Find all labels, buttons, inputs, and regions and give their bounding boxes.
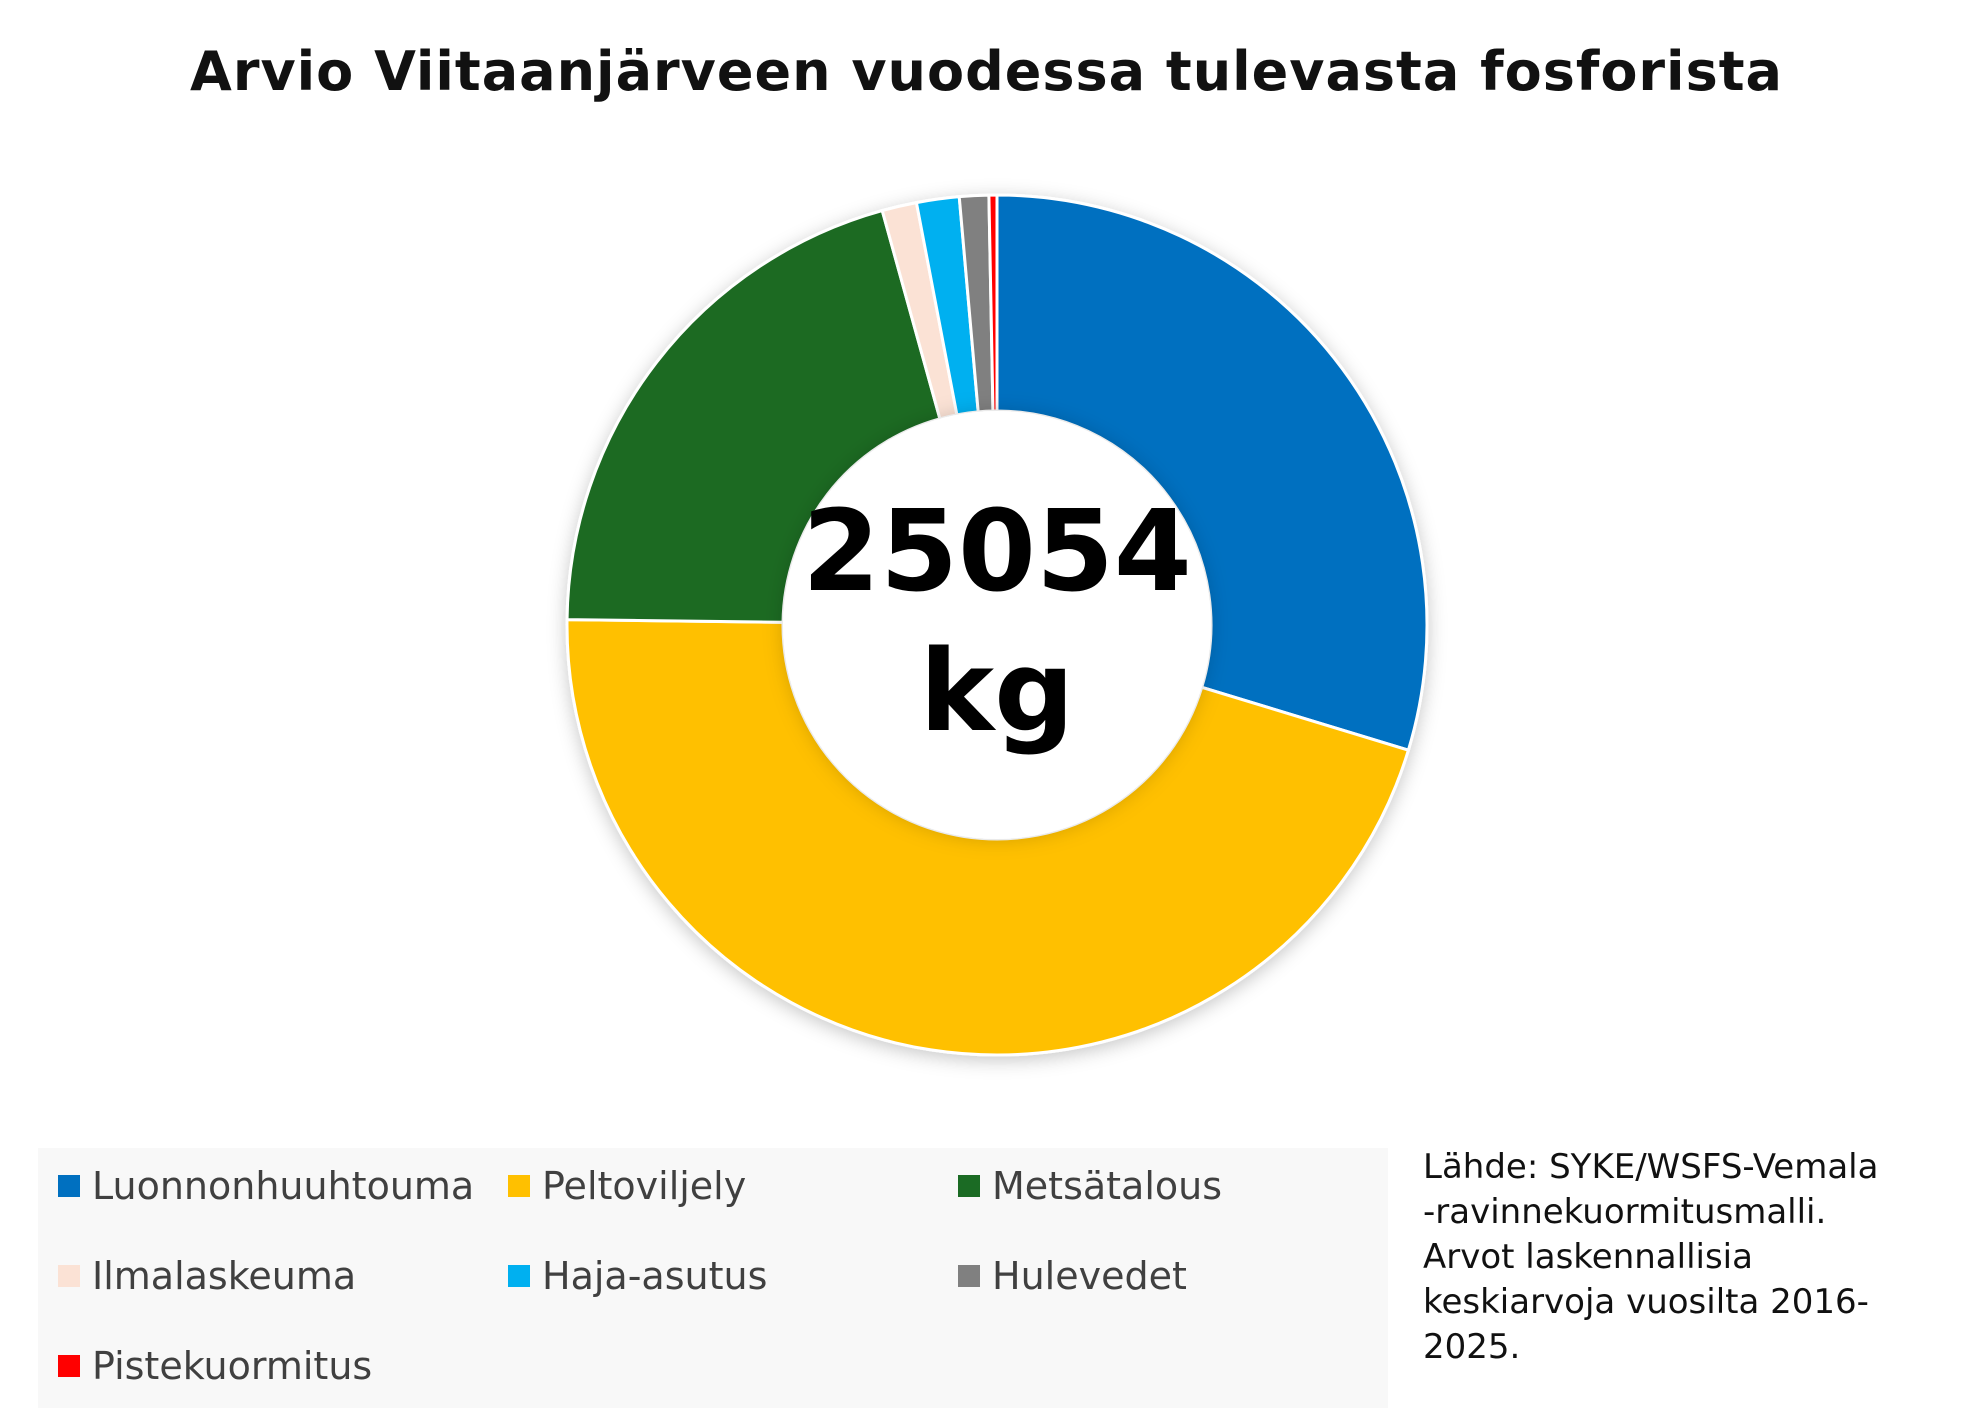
legend-label-haja-asutus: Haja-asutus — [542, 1254, 768, 1298]
legend-item-hulevedet: Hulevedet — [958, 1254, 1187, 1298]
legend-swatch-hulevedet — [958, 1265, 980, 1287]
source-note-line: -ravinnekuormitusmalli. — [1423, 1192, 1827, 1232]
legend: Luonnonhuuhtouma Peltoviljely Metsätalou… — [38, 1148, 1388, 1408]
donut-hole — [783, 411, 1211, 839]
source-note-line: keskiarvoja vuosilta 2016- — [1423, 1282, 1869, 1322]
donut-chart: 25054 kg — [565, 193, 1429, 1057]
legend-label-pistekuormitus: Pistekuormitus — [92, 1344, 373, 1388]
legend-swatch-haja-asutus — [508, 1265, 530, 1287]
legend-swatch-peltoviljely — [508, 1175, 530, 1197]
center-total-value: 25054 — [802, 487, 1192, 617]
legend-label-peltoviljely: Peltoviljely — [542, 1164, 747, 1208]
legend-swatch-ilmalaskeuma — [58, 1265, 80, 1287]
source-note-line: Arvot laskennallisia — [1423, 1237, 1753, 1277]
legend-label-luonnonhuuhtouma: Luonnonhuuhtouma — [92, 1164, 475, 1208]
legend-item-ilmalaskeuma: Ilmalaskeuma — [58, 1254, 356, 1298]
legend-label-ilmalaskeuma: Ilmalaskeuma — [92, 1254, 357, 1298]
source-note-line: 2025. — [1423, 1327, 1521, 1367]
legend-label-metsatalous: Metsätalous — [992, 1164, 1223, 1208]
legend-item-haja-asutus: Haja-asutus — [508, 1254, 767, 1298]
source-note-line: Lähde: SYKE/WSFS-Vemala — [1423, 1147, 1879, 1187]
legend-swatch-luonnonhuuhtouma — [58, 1175, 80, 1197]
legend-swatch-metsatalous — [958, 1175, 980, 1197]
legend-swatch-pistekuormitus — [58, 1355, 80, 1377]
legend-item-metsatalous: Metsätalous — [958, 1164, 1222, 1208]
chart-title: Arvio Viitaanjärveen vuodessa tulevasta … — [190, 40, 1783, 103]
center-total-unit: kg — [920, 627, 1075, 757]
donut-slices — [565, 193, 1429, 1057]
source-note: Lähde: SYKE/WSFS-Vemala -ravinnekuormitu… — [1423, 1145, 1963, 1370]
legend-item-pistekuormitus: Pistekuormitus — [58, 1344, 372, 1388]
legend-item-peltoviljely: Peltoviljely — [508, 1164, 746, 1208]
legend-label-hulevedet: Hulevedet — [992, 1254, 1187, 1298]
legend-item-luonnonhuuhtouma: Luonnonhuuhtouma — [58, 1164, 474, 1208]
